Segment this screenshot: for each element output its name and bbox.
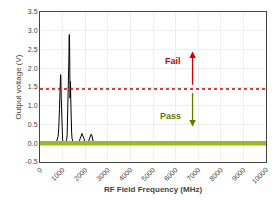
svg-text:0.0: 0.0 (28, 140, 38, 147)
svg-text:Fail: Fail (165, 56, 181, 66)
svg-text:10000: 10000 (250, 166, 269, 185)
svg-text:5000: 5000 (140, 166, 156, 182)
svg-text:Output voltage (V): Output voltage (V) (14, 54, 23, 119)
svg-text:0.5: 0.5 (28, 121, 38, 128)
svg-text:3000: 3000 (95, 166, 111, 182)
svg-text:1.5: 1.5 (28, 83, 38, 90)
svg-text:9000: 9000 (231, 166, 247, 182)
svg-text:4000: 4000 (118, 166, 134, 182)
svg-text:2000: 2000 (72, 166, 88, 182)
svg-text:3.0: 3.0 (28, 27, 38, 34)
svg-text:6000: 6000 (163, 166, 179, 182)
svg-text:8000: 8000 (208, 166, 224, 182)
svg-text:3.5: 3.5 (28, 8, 38, 15)
svg-text:RF Field Frequency (MHz): RF Field Frequency (MHz) (104, 185, 203, 194)
svg-text:2.0: 2.0 (28, 65, 38, 72)
svg-text:-0.5: -0.5 (26, 158, 38, 165)
svg-text:1000: 1000 (50, 166, 66, 182)
svg-text:0: 0 (35, 166, 43, 174)
svg-text:1.0: 1.0 (28, 102, 38, 109)
svg-text:Pass: Pass (160, 111, 181, 121)
svg-text:2.5: 2.5 (28, 46, 38, 53)
svg-text:7000: 7000 (185, 166, 201, 182)
